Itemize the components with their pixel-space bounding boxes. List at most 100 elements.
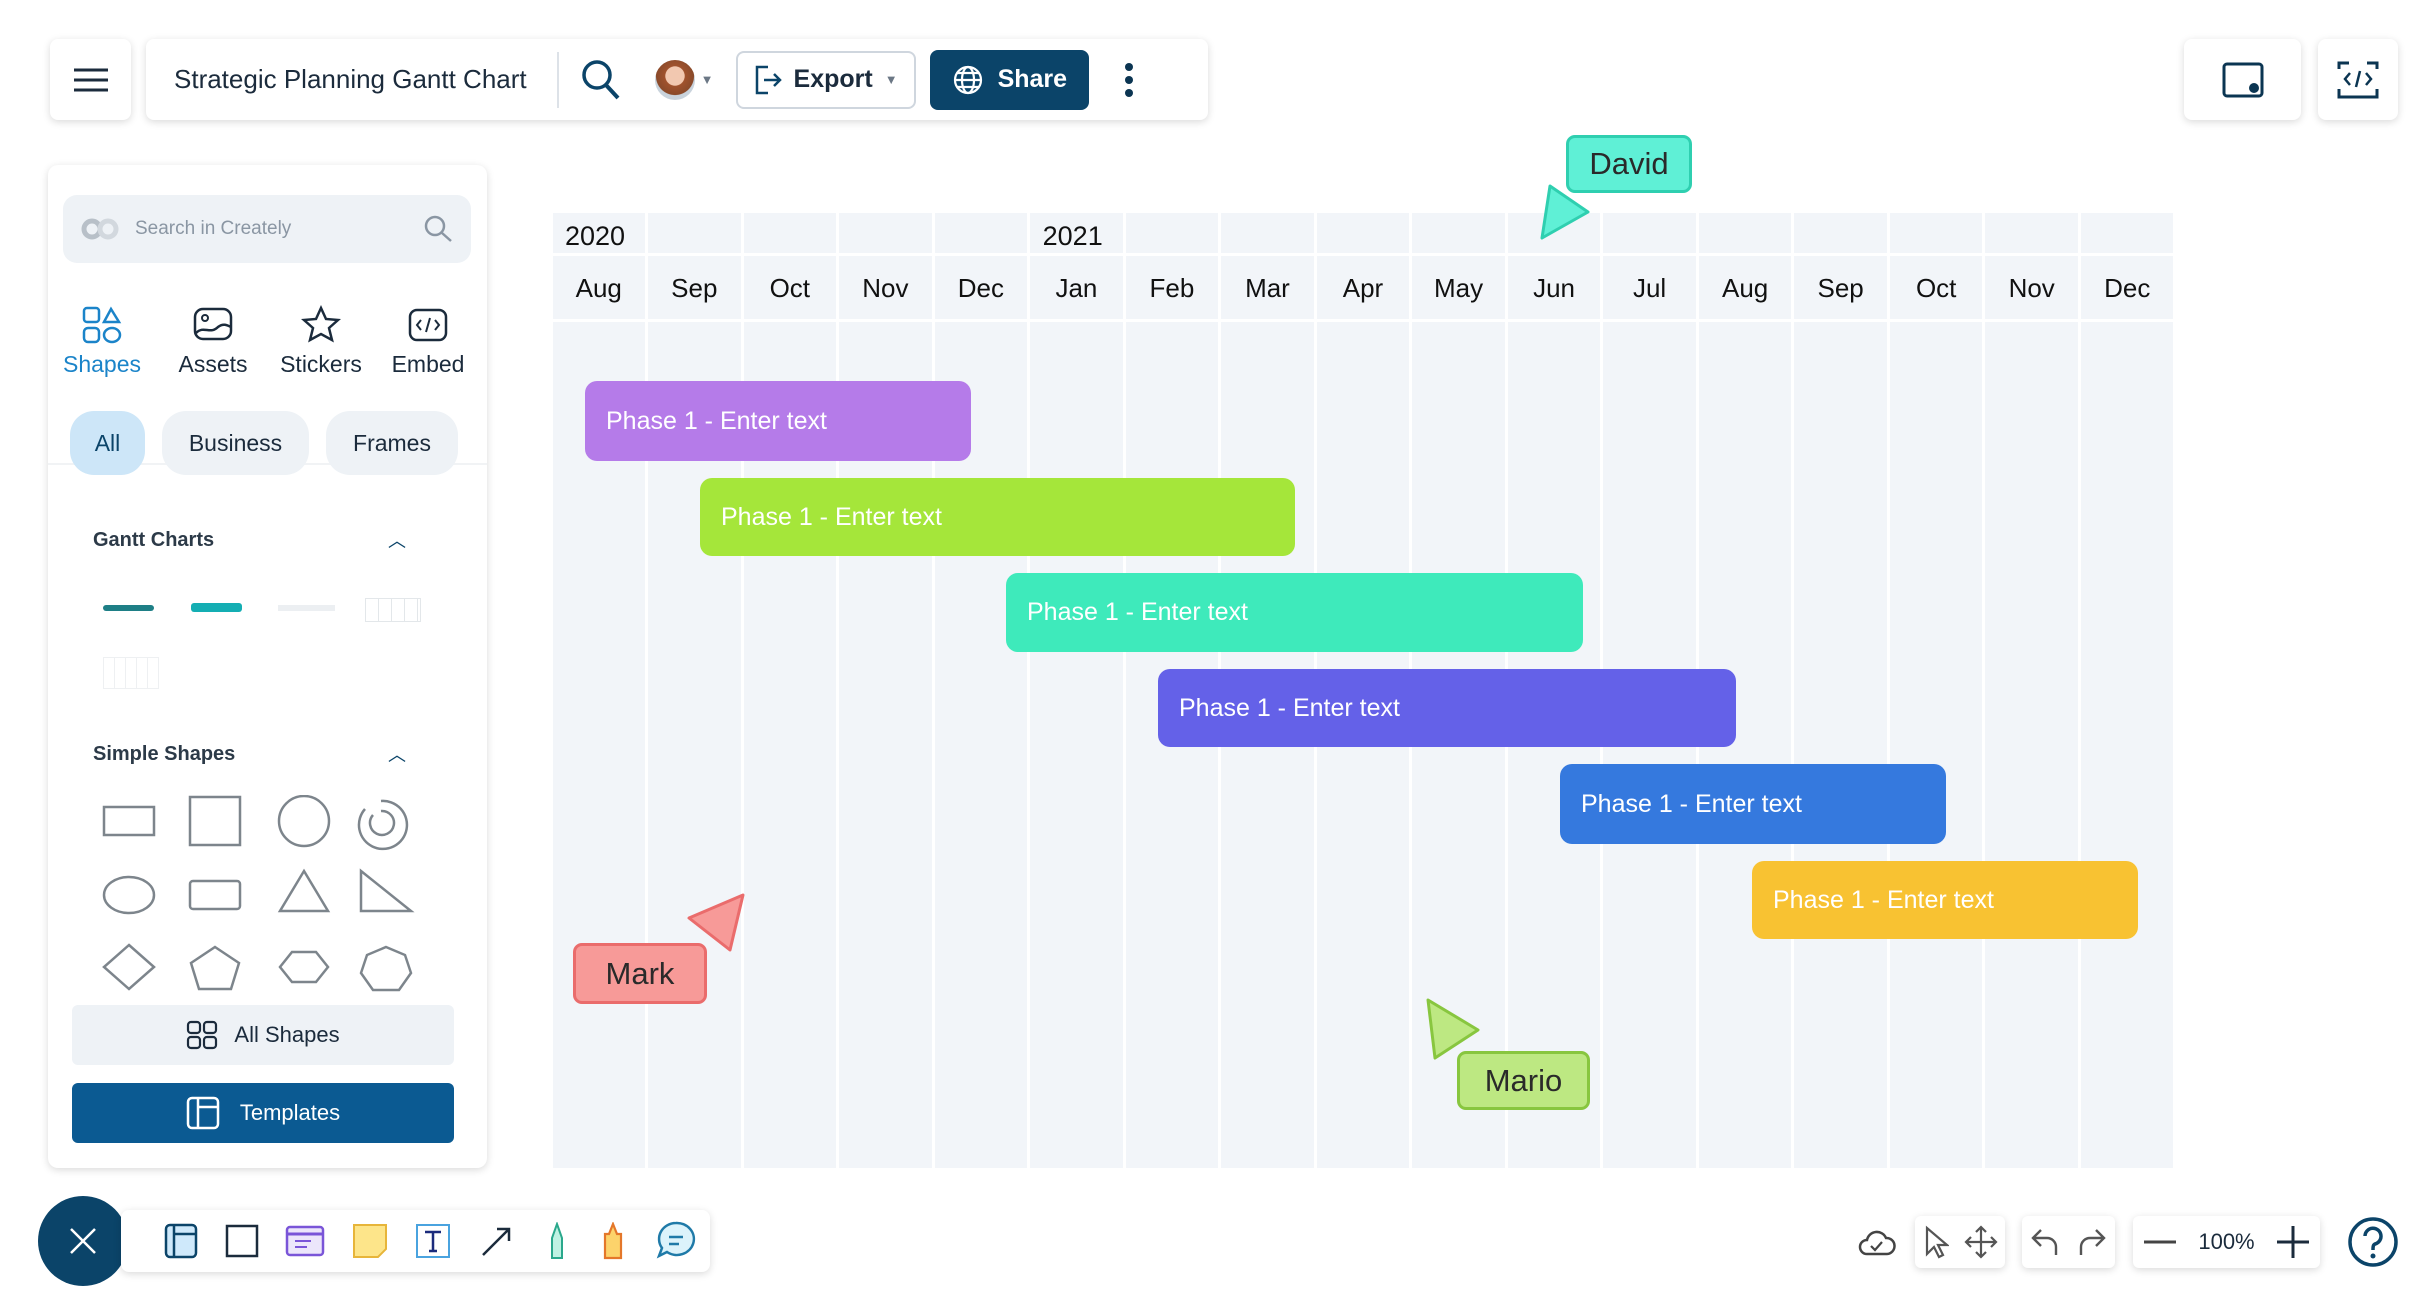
month-label: Oct (1915, 273, 1957, 303)
redo-icon[interactable] (2076, 1226, 2108, 1258)
filter-frames[interactable]: Frames (326, 411, 458, 475)
gantt-bar[interactable]: Phase 1 - Enter text (1158, 669, 1736, 747)
circle-shape (277, 795, 331, 848)
pointer-icon[interactable] (1923, 1225, 1949, 1259)
help-icon[interactable] (2347, 1216, 2399, 1268)
bottom-toolbar (121, 1210, 710, 1272)
pan-move-icon[interactable] (1963, 1225, 1998, 1259)
tab-assets[interactable]: Assets (163, 305, 263, 378)
main-menu-button[interactable] (50, 39, 131, 120)
month-label: Sep (671, 273, 718, 303)
gantt-bar[interactable]: Phase 1 - Enter text (1006, 573, 1583, 652)
present-button[interactable] (2184, 39, 2301, 120)
gantt-bar-label: Phase 1 - Enter text (1581, 789, 1802, 818)
search-icon[interactable] (423, 214, 453, 244)
triangle-shape (277, 868, 331, 913)
collaborator-cursor-label: David (1566, 135, 1692, 193)
gantt-bar[interactable]: Phase 1 - Enter text (585, 381, 971, 461)
present-icon (2222, 62, 2263, 97)
square-shape (188, 795, 242, 847)
simple-shapes-grid[interactable] (98, 795, 438, 1035)
cloud-sync-icon[interactable] (1858, 1226, 1896, 1258)
undo-icon[interactable] (2029, 1226, 2061, 1258)
filter-all[interactable]: All (70, 411, 145, 475)
close-icon (70, 1228, 96, 1254)
tab-shapes[interactable]: Shapes (52, 305, 152, 378)
tab-label: Shapes (62, 351, 141, 377)
month-label: May (1433, 273, 1484, 303)
frame-tool-icon[interactable] (164, 1223, 198, 1259)
share-button[interactable]: Share (929, 49, 1090, 110)
tab-stickers[interactable]: Stickers (271, 305, 371, 378)
all-shapes-label: All Shapes (234, 1022, 340, 1047)
highlighter-tool-icon[interactable] (598, 1222, 628, 1260)
templates-button[interactable]: Templates (72, 1083, 454, 1143)
gantt-line-shape[interactable] (103, 605, 154, 611)
pen-tool-icon[interactable] (542, 1222, 572, 1260)
more-options-icon[interactable] (1123, 62, 1135, 98)
document-title[interactable]: Strategic Planning Gantt Chart (174, 64, 527, 94)
gantt-table-shape[interactable] (365, 598, 421, 622)
gantt-chart[interactable]: 2020 2021 Aug Sep Oct Nov Dec Jan Feb Mar Apr May Ju… (551, 213, 2175, 1168)
section-simple-shapes[interactable]: Simple Shapes (93, 743, 236, 765)
star-icon (301, 305, 341, 343)
zoom-level[interactable]: 100% (2198, 1229, 2255, 1254)
timeline-column (1985, 213, 2078, 1168)
template-icon (186, 1096, 220, 1130)
filter-label: Frames (353, 429, 431, 456)
row-divider (551, 253, 2175, 256)
timeline-column (2080, 213, 2174, 1168)
gantt-bar[interactable]: Phase 1 - Enter text (700, 478, 1295, 556)
text-tool-icon[interactable] (414, 1222, 452, 1260)
comment-tool-icon[interactable] (655, 1220, 697, 1262)
month-label: Dec (2104, 273, 2151, 303)
avatar (654, 59, 695, 100)
filter-business[interactable]: Business (162, 411, 309, 475)
zoom-in-icon[interactable] (2276, 1226, 2309, 1258)
right-triangle-shape (359, 868, 415, 913)
globe-icon (953, 65, 982, 94)
rectangle-tool-icon[interactable] (225, 1223, 259, 1259)
gantt-bar-label: Phase 1 - Enter text (1027, 598, 1248, 626)
gantt-timeline-shape[interactable] (278, 605, 335, 611)
collaborators-avatar[interactable]: ▼ (654, 59, 714, 100)
all-shapes-button[interactable]: All Shapes (72, 1005, 454, 1065)
sticky-note-icon[interactable] (352, 1223, 388, 1259)
month-label: Dec (957, 273, 1004, 303)
zoom-out-icon[interactable] (2144, 1239, 2177, 1245)
search-icon[interactable] (581, 59, 621, 101)
embed-code-button[interactable] (2318, 39, 2398, 120)
gantt-bar[interactable]: Phase 1 - Enter text (1560, 764, 1946, 844)
month-label: Jun (1533, 273, 1576, 303)
timeline-column (1889, 213, 1983, 1168)
zoom-controls: 100% (2133, 1216, 2320, 1268)
card-tool-icon[interactable] (285, 1225, 325, 1257)
gantt-grid-shape[interactable] (103, 657, 159, 689)
gantt-bar-label: Phase 1 - Enter text (1773, 885, 1994, 914)
chevron-up-icon[interactable]: ︿ (388, 531, 406, 551)
year-label: 2021 (1042, 221, 1103, 251)
section-gantt-charts[interactable]: Gantt Charts (93, 529, 215, 551)
gantt-bar[interactable]: Phase 1 - Enter text (1752, 861, 2138, 939)
donut-shape (357, 799, 409, 851)
gantt-bar-shape[interactable] (191, 603, 242, 612)
export-icon (755, 65, 782, 94)
month-label: Jan (1055, 273, 1098, 303)
export-button[interactable]: Export ▼ (735, 50, 916, 109)
shapes-icon (82, 306, 122, 344)
month-label: Nov (862, 273, 909, 303)
chevron-up-icon[interactable]: ︿ (388, 745, 406, 765)
connector-tool-icon[interactable] (479, 1223, 515, 1259)
pentagon-shape (189, 945, 241, 991)
creately-logo-icon (81, 218, 119, 240)
timeline-column (1030, 213, 1123, 1168)
tab-embed[interactable]: Embed (378, 305, 478, 378)
ellipse-shape (102, 875, 156, 915)
history-tools (2022, 1216, 2115, 1268)
shapes-panel: Search in Creately Shapes Assets Sticker… (48, 165, 487, 1168)
hexagon-shape (278, 950, 330, 984)
year-label: 2020 (565, 221, 626, 251)
collaborator-cursor-label: Mark (573, 943, 707, 1004)
close-toolbar-button[interactable] (38, 1196, 128, 1286)
search-input[interactable]: Search in Creately (63, 195, 471, 263)
